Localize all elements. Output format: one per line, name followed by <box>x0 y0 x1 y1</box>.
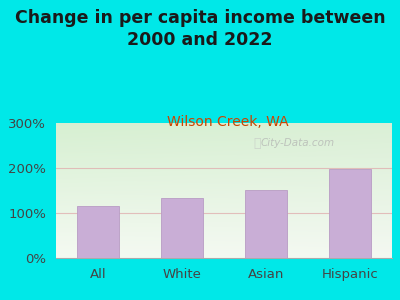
Text: City-Data.com: City-Data.com <box>261 138 335 148</box>
Bar <box>245 190 287 258</box>
Text: Change in per capita income between
2000 and 2022: Change in per capita income between 2000… <box>15 9 385 49</box>
Bar <box>77 206 119 258</box>
Text: ⓘ: ⓘ <box>254 137 261 150</box>
Bar <box>329 169 371 258</box>
Text: Wilson Creek, WA: Wilson Creek, WA <box>167 116 289 130</box>
Bar <box>161 198 203 258</box>
